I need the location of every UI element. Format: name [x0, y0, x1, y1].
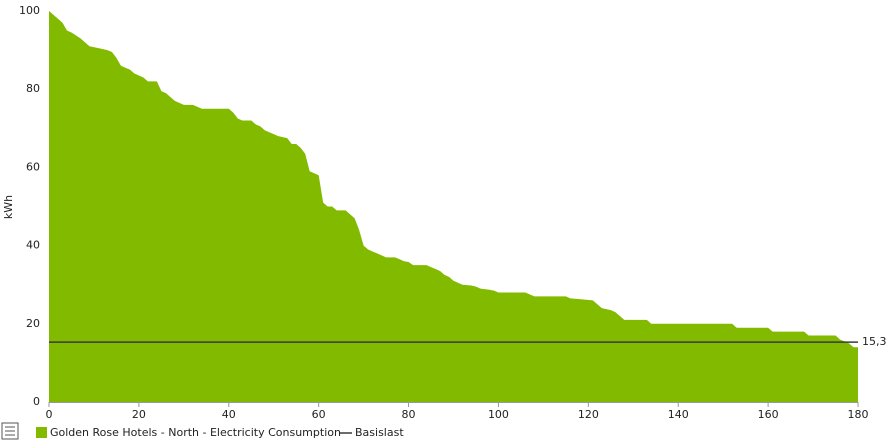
- x-tick-label: 100: [488, 408, 509, 421]
- x-tick-label: 140: [668, 408, 689, 421]
- y-tick-label: 60: [26, 160, 40, 173]
- x-tick-label: 120: [578, 408, 599, 421]
- legend-label: Golden Rose Hotels - North - Electricity…: [50, 426, 341, 439]
- x-tick-label: 180: [848, 408, 869, 421]
- x-tick-label: 20: [132, 408, 146, 421]
- y-tick-label: 100: [19, 4, 40, 17]
- legend-swatch: [36, 427, 47, 438]
- baseline-label: 15,3: [862, 335, 886, 348]
- legend-menu-icon[interactable]: [1, 422, 19, 440]
- y-tick-label: 80: [26, 82, 40, 95]
- x-tick-label: 0: [46, 408, 53, 421]
- y-tick-label: 40: [26, 239, 40, 252]
- y-tick-label: 20: [26, 317, 40, 330]
- x-tick-label: 160: [758, 408, 779, 421]
- area: [49, 11, 858, 402]
- x-tick-label: 40: [222, 408, 236, 421]
- legend-label: Basislast: [355, 426, 404, 439]
- x-tick-label: 80: [402, 408, 416, 421]
- y-axis-label: kWh: [2, 195, 15, 219]
- y-tick-label: 0: [33, 395, 40, 408]
- x-tick-label: 60: [312, 408, 326, 421]
